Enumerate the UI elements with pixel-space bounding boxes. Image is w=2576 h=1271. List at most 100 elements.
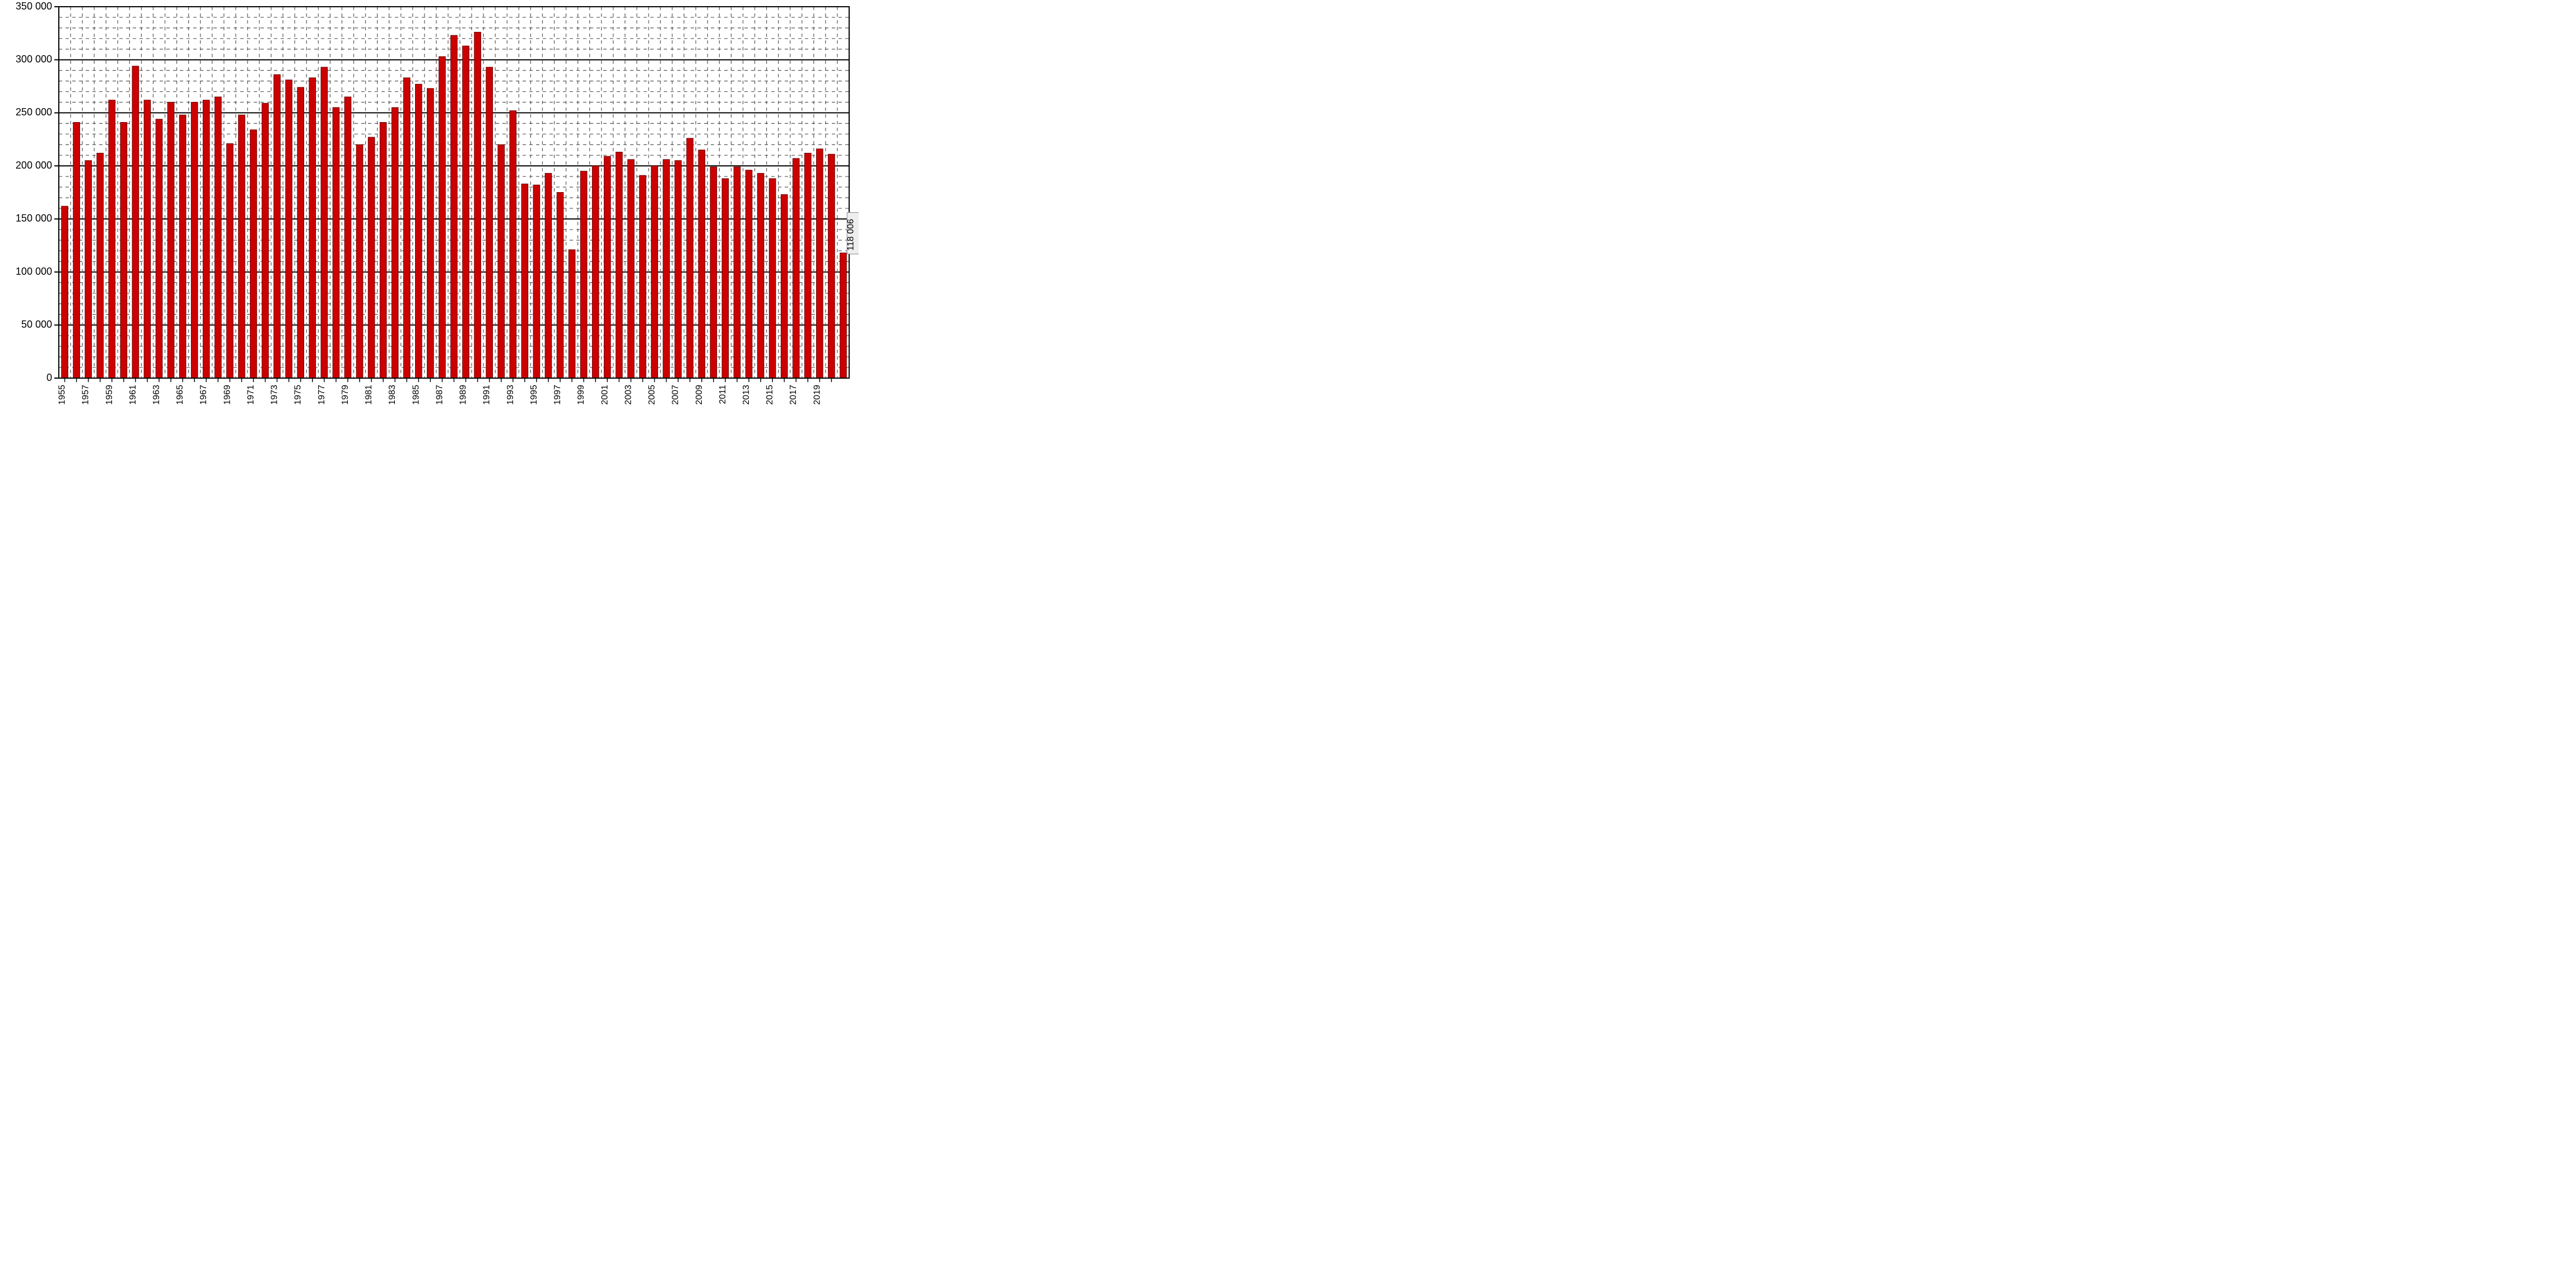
bar	[368, 137, 375, 378]
bar	[439, 57, 446, 378]
x-tick-label: 2013	[742, 385, 751, 405]
bar	[109, 100, 115, 378]
bar	[144, 100, 151, 378]
bar	[840, 253, 847, 378]
bar	[392, 108, 398, 378]
bar	[757, 173, 764, 378]
x-tick-label: 2001	[600, 385, 609, 405]
bar	[85, 161, 92, 378]
bar	[663, 160, 670, 378]
y-tick-label: 0	[46, 372, 52, 383]
x-tick-label: 2007	[671, 385, 681, 405]
bar	[297, 87, 304, 378]
x-tick-label: 2015	[765, 385, 775, 405]
bar	[239, 115, 245, 378]
x-tick-label: 1989	[459, 385, 468, 405]
y-tick-label: 300 000	[16, 53, 52, 64]
x-tick-label: 1995	[529, 385, 539, 405]
x-tick-label: 1979	[341, 385, 350, 405]
x-tick-label: 2019	[812, 385, 822, 405]
bar	[698, 150, 705, 378]
bar	[804, 153, 811, 378]
x-tick-label: 1961	[128, 385, 138, 405]
bar	[97, 153, 104, 378]
bar	[651, 166, 658, 378]
x-tick-label: 1963	[152, 385, 161, 405]
y-tick-label: 350 000	[16, 1, 52, 12]
x-tick-label: 1969	[222, 385, 232, 405]
bar	[191, 102, 198, 378]
y-tick-label: 150 000	[16, 213, 52, 224]
x-tick-label: 1987	[435, 385, 444, 405]
x-tick-label: 1999	[576, 385, 586, 405]
bar	[640, 175, 646, 378]
x-tick-label: 1973	[270, 385, 280, 405]
x-tick-label: 1985	[411, 385, 421, 405]
bar	[474, 32, 481, 378]
bar	[250, 130, 257, 378]
bar	[344, 97, 351, 378]
bar	[817, 149, 823, 378]
bar	[203, 100, 209, 378]
bar	[781, 194, 788, 378]
bar	[557, 193, 563, 379]
x-tick-label: 2009	[695, 385, 704, 405]
bar	[416, 84, 422, 378]
bar	[746, 170, 752, 378]
y-tick-label: 250 000	[16, 106, 52, 118]
bar	[380, 122, 386, 378]
y-tick-label: 50 000	[21, 319, 52, 330]
bar	[215, 97, 222, 378]
bar-chart: 0 50 000 100 000 150 000 200 000 250 000 300 0…	[0, 0, 859, 424]
x-tick-label: 1971	[246, 385, 255, 405]
bar	[274, 75, 281, 378]
bar	[828, 154, 835, 378]
x-tick-label: 1967	[199, 385, 208, 405]
bar	[333, 108, 339, 378]
bar	[533, 185, 540, 378]
bar	[592, 166, 599, 378]
bar	[156, 119, 162, 378]
bar	[687, 138, 693, 378]
bar	[486, 67, 493, 378]
x-tick-label: 1975	[294, 385, 303, 405]
x-tick-label: 1959	[105, 385, 114, 405]
x-tick-label: 1955	[58, 385, 67, 405]
bar	[73, 122, 80, 378]
x-tick-label: 2011	[718, 385, 728, 404]
bar	[451, 35, 458, 378]
bar	[227, 143, 234, 378]
bar	[427, 89, 434, 378]
bar	[120, 122, 127, 378]
bar	[580, 171, 587, 378]
bar	[463, 46, 469, 378]
bar	[604, 156, 611, 378]
bar	[628, 160, 635, 378]
bar	[521, 184, 528, 378]
bar	[309, 78, 316, 378]
bar	[734, 167, 740, 378]
bar	[616, 152, 623, 378]
bar	[62, 206, 68, 378]
bar	[569, 250, 575, 378]
x-tick-label: 2017	[789, 385, 798, 405]
x-tick-label: 1997	[553, 385, 562, 405]
chart-svg: 0 50 000 100 000 150 000 200 000 250 000 300 0…	[0, 0, 859, 424]
x-tick-label: 1983	[388, 385, 397, 405]
bar	[793, 159, 799, 378]
x-tick-label: 1991	[482, 385, 492, 405]
y-tick-label: 200 000	[16, 160, 52, 171]
x-tick-label: 1993	[506, 385, 515, 405]
bar	[403, 78, 410, 378]
x-tick-label: 2005	[648, 385, 657, 405]
bar	[286, 80, 292, 378]
bar	[179, 115, 186, 378]
x-tick-label: 1957	[81, 385, 91, 405]
y-tick-label: 100 000	[16, 266, 52, 277]
x-tick-label: 1977	[317, 385, 327, 405]
bar	[498, 145, 505, 378]
bar	[769, 179, 776, 378]
x-tick-label: 1965	[175, 385, 185, 405]
bar	[132, 66, 139, 378]
callout-label: 118 006	[846, 219, 855, 251]
